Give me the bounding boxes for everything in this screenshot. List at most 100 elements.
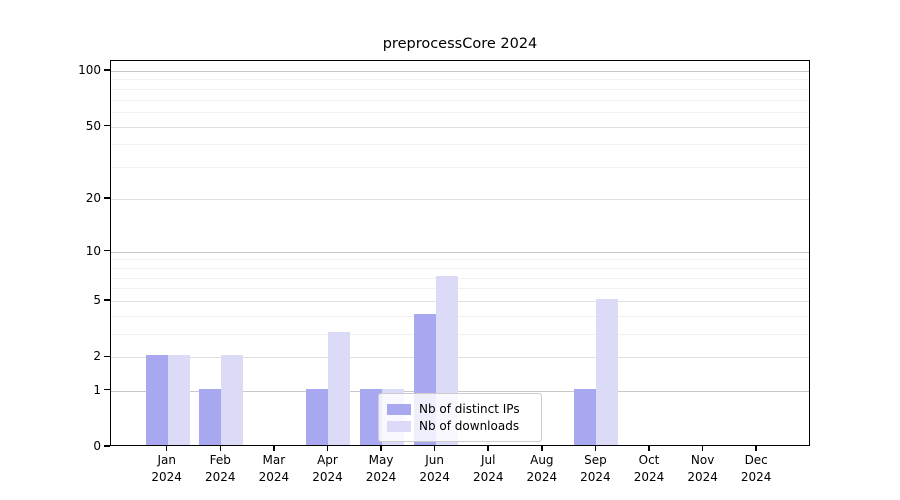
minor-gridline xyxy=(111,111,809,113)
x-tick-year: 2024 xyxy=(258,470,290,484)
x-tick-mark xyxy=(433,446,436,451)
plot-area: Nb of distinct IPs Nb of downloads xyxy=(110,60,810,446)
minor-gridline xyxy=(111,288,809,290)
x-tick-month: Aug xyxy=(530,453,554,467)
minor-gridline xyxy=(111,334,809,336)
x-tick-month: Apr xyxy=(317,453,338,467)
x-tick-year: 2024 xyxy=(419,470,450,484)
x-tick-year: 2024 xyxy=(526,470,558,484)
y-tick-mark xyxy=(104,388,110,391)
legend-swatch-distinct-ips xyxy=(387,403,411,415)
legend-swatch-downloads xyxy=(387,420,411,432)
bar-sep-downloads xyxy=(596,298,619,445)
x-tick-year: 2024 xyxy=(205,470,236,484)
minor-gridline xyxy=(111,277,809,279)
x-tick-label-feb: Feb 2024 xyxy=(188,452,252,486)
bar-apr-distinct-ips xyxy=(306,388,329,445)
y-tick-mark xyxy=(104,124,110,127)
x-tick-mark xyxy=(701,446,704,451)
y-tick-label: 1 xyxy=(93,382,101,397)
bar-may-distinct-ips xyxy=(360,388,383,445)
y-tick-label: 5 xyxy=(93,292,101,307)
legend-entry-distinct-ips: Nb of distinct IPs xyxy=(387,401,531,417)
x-tick-month: Oct xyxy=(638,453,660,467)
x-tick-year: 2024 xyxy=(312,470,343,484)
gridline xyxy=(111,70,809,72)
minor-gridline xyxy=(111,267,809,269)
x-tick-month: Jul xyxy=(480,453,496,467)
x-tick-year: 2024 xyxy=(151,470,182,484)
minor-gridline xyxy=(111,79,809,81)
x-tick-label-dec: Dec 2024 xyxy=(724,452,788,486)
legend-entry-downloads: Nb of downloads xyxy=(387,418,531,434)
y-tick-label: 100 xyxy=(78,62,101,77)
x-tick-label-jun: Jun 2024 xyxy=(403,452,467,486)
gridline xyxy=(111,300,809,302)
y-tick-mark xyxy=(104,69,110,71)
x-tick-year: 2024 xyxy=(740,470,772,484)
x-tick-mark xyxy=(755,446,757,451)
legend-label-downloads: Nb of downloads xyxy=(419,419,520,433)
y-tick-mark xyxy=(104,197,110,199)
x-tick-label-sep: Sep 2024 xyxy=(563,452,627,486)
x-tick-month: Feb xyxy=(209,453,231,467)
bar-jan-distinct-ips xyxy=(145,355,168,445)
legend-label-distinct-ips: Nb of distinct IPs xyxy=(419,402,520,416)
legend: Nb of distinct IPs Nb of downloads xyxy=(378,393,542,442)
y-tick-label: 0 xyxy=(93,439,101,453)
x-tick-mark xyxy=(487,446,489,451)
y-tick-label: 2 xyxy=(93,349,101,364)
x-tick-label-mar: Mar 2024 xyxy=(242,452,306,486)
chart-title: preprocessCore 2024 xyxy=(382,36,538,52)
x-tick-year: 2024 xyxy=(633,470,665,484)
x-tick-label-apr: Apr 2024 xyxy=(295,452,359,486)
x-tick-mark xyxy=(326,446,329,451)
x-tick-month: Jun xyxy=(425,453,445,467)
x-tick-month: May xyxy=(368,453,394,467)
bar-apr-downloads xyxy=(328,332,351,445)
gridline xyxy=(111,357,809,359)
x-tick-month: Jan xyxy=(157,453,176,467)
x-tick-mark xyxy=(273,446,275,451)
x-tick-label-aug: Aug 2024 xyxy=(510,452,574,486)
gridline xyxy=(111,251,809,253)
x-tick-label-jan: Jan 2024 xyxy=(135,452,199,486)
y-tick-mark xyxy=(104,445,110,447)
y-tick-mark xyxy=(104,249,110,252)
gridline xyxy=(111,198,809,200)
x-tick-month: Mar xyxy=(262,453,286,467)
y-tick-mark xyxy=(104,355,110,358)
x-tick-year: 2024 xyxy=(687,470,718,484)
y-tick-label: 20 xyxy=(85,190,101,205)
x-tick-year: 2024 xyxy=(472,470,504,484)
minor-gridline xyxy=(111,99,809,101)
bar-jan-downloads xyxy=(167,355,190,445)
x-tick-month: Dec xyxy=(744,453,768,467)
minor-gridline xyxy=(111,88,809,90)
x-tick-year: 2024 xyxy=(365,470,397,484)
x-tick-month: Sep xyxy=(584,453,607,467)
x-tick-mark xyxy=(541,446,543,451)
x-tick-label-oct: Oct 2024 xyxy=(617,452,681,486)
y-tick-mark xyxy=(104,299,110,301)
gridline xyxy=(111,126,809,128)
bar-sep-distinct-ips xyxy=(574,388,597,445)
y-tick-label: 10 xyxy=(85,243,101,258)
x-tick-label-nov: Nov 2024 xyxy=(671,452,735,486)
minor-gridline xyxy=(111,259,809,261)
x-tick-mark xyxy=(594,446,597,451)
x-tick-month: Nov xyxy=(690,453,715,467)
x-tick-mark xyxy=(648,446,650,451)
x-tick-label-may: May 2024 xyxy=(349,452,413,486)
bar-feb-downloads xyxy=(221,355,244,445)
y-tick-label: 50 xyxy=(85,118,101,133)
bar-feb-distinct-ips xyxy=(199,388,222,445)
minor-gridline xyxy=(111,144,809,146)
x-tick-mark xyxy=(380,446,382,451)
x-tick-mark xyxy=(165,446,168,451)
x-tick-year: 2024 xyxy=(580,470,611,484)
minor-gridline xyxy=(111,315,809,317)
gridline xyxy=(111,390,809,392)
x-tick-mark xyxy=(219,446,222,451)
